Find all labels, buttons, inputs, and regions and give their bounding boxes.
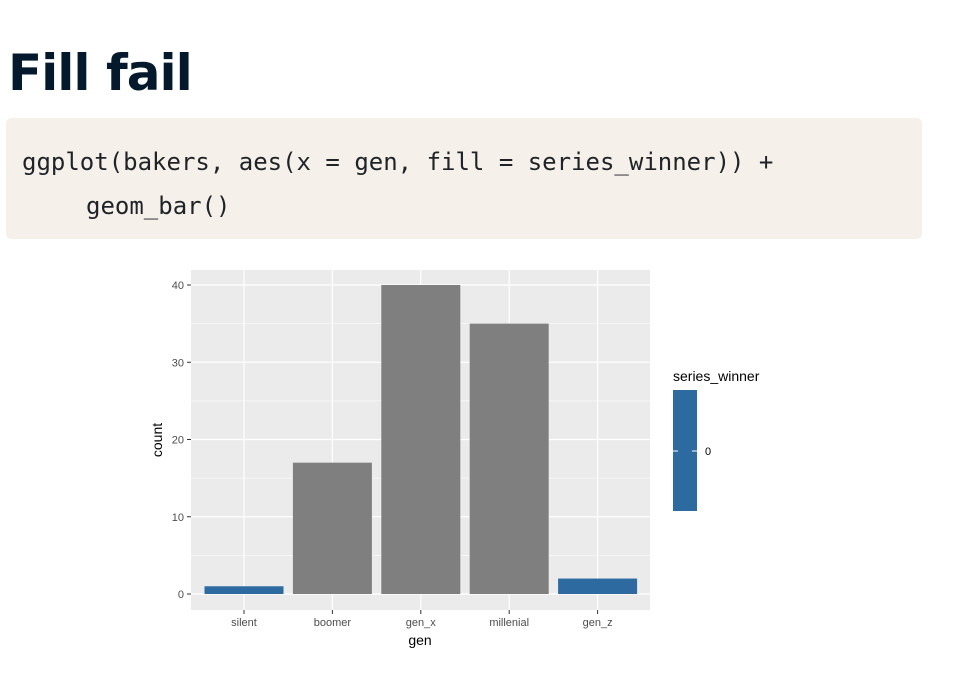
code-block: ggplot(bakers, aes(x = gen, fill = serie…	[6, 118, 922, 239]
x-tick-label-silent: silent	[231, 617, 257, 629]
y-tick-label: 20	[172, 435, 184, 447]
x-tick-label-gen_z: gen_z	[583, 617, 613, 629]
bar-gen_z	[558, 578, 638, 594]
x-tick-label-millenial: millenial	[489, 617, 529, 629]
bar-boomer	[292, 462, 372, 594]
slide-title: Fill fail	[8, 44, 193, 102]
bars	[204, 285, 638, 594]
code-line-2: geom_bar()	[86, 192, 231, 220]
bar-silent	[204, 586, 284, 594]
bar-millenial	[469, 323, 549, 594]
code-line-1: ggplot(bakers, aes(x = gen, fill = serie…	[22, 148, 774, 176]
y-tick-label: 30	[172, 357, 184, 369]
axes: 0 10 20 30 40 silent boomer gen_x millenial gen_z	[172, 280, 613, 629]
x-tick-label-gen_x: gen_x	[406, 617, 436, 629]
bar-gen_x	[381, 285, 461, 594]
y-tick-label: 40	[172, 280, 184, 292]
x-axis-title: gen	[408, 632, 431, 648]
legend-title: series_winner	[673, 368, 760, 384]
y-axis-title: count	[149, 423, 165, 457]
y-tick-label: 0	[178, 589, 184, 601]
x-tick-label-boomer: boomer	[314, 617, 352, 629]
legend-label: 0	[705, 446, 711, 458]
y-tick-label: 10	[172, 512, 184, 524]
legend: series_winner 0	[673, 368, 760, 511]
